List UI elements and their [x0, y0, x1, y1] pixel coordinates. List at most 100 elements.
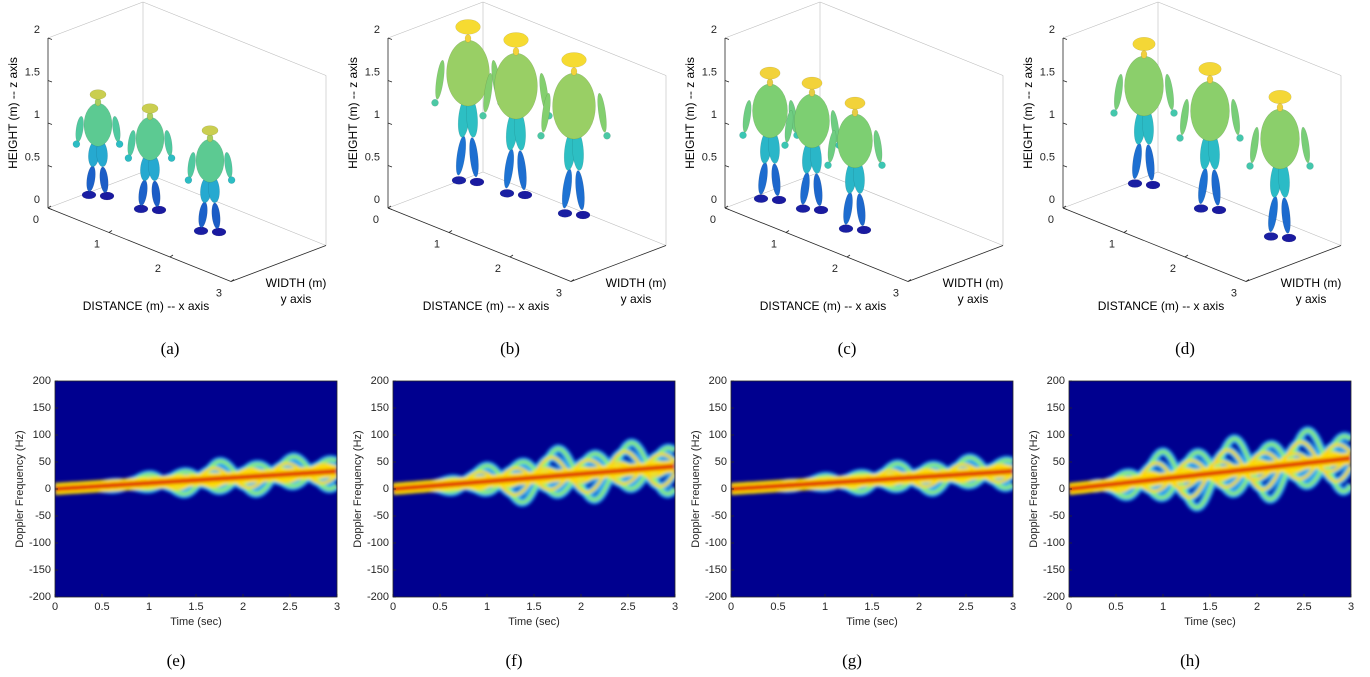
- x-tick-label: 0: [373, 214, 379, 226]
- z-tick-label: 2: [1049, 24, 1055, 36]
- torso: [752, 83, 788, 139]
- x-tick: [724, 205, 729, 209]
- caption: (e): [167, 651, 186, 670]
- z-tick: [387, 122, 393, 125]
- lower-leg: [86, 165, 96, 192]
- foot: [753, 194, 769, 203]
- x-tick-label: 3: [1231, 287, 1237, 299]
- box-edge: [570, 245, 667, 282]
- arm: [597, 92, 607, 133]
- head: [201, 125, 219, 136]
- lower-leg: [1211, 169, 1221, 206]
- foot: [1145, 180, 1161, 190]
- lower-leg: [575, 170, 585, 211]
- y-tick-label: -150: [705, 564, 727, 576]
- band-core: [1069, 455, 1351, 492]
- lower-leg: [758, 162, 768, 195]
- arm: [1249, 126, 1260, 164]
- foot: [81, 190, 97, 200]
- y-tick-label: -50: [373, 510, 389, 522]
- foot: [813, 205, 829, 215]
- foot: [1211, 205, 1227, 215]
- x-axis-label: Time (sec): [1184, 616, 1236, 628]
- z-tick-label: 1: [1049, 109, 1055, 121]
- y-axis-label: Doppler Frequency (Hz): [352, 430, 364, 547]
- y-axis-label: y axis: [621, 292, 652, 306]
- x-tick-label: 0: [710, 214, 716, 226]
- box-edge: [1062, 1, 1159, 39]
- x-tick-label: 0.5: [432, 601, 447, 613]
- lower-leg: [843, 192, 853, 225]
- foot: [151, 205, 167, 215]
- x-tick: [1062, 205, 1067, 209]
- box-edge: [1062, 171, 1159, 209]
- y-axis-label: WIDTH (m): [606, 276, 667, 290]
- arm: [483, 72, 493, 113]
- x-tick-label: 1: [822, 601, 828, 613]
- neck: [570, 67, 578, 76]
- z-tick: [387, 165, 393, 168]
- torso: [83, 102, 113, 147]
- y-tick-label: -50: [1049, 510, 1065, 522]
- z-tick-label: 0: [34, 194, 40, 206]
- foot: [469, 177, 485, 187]
- box-edge: [47, 207, 232, 282]
- torso: [1260, 108, 1300, 170]
- x-tick-label: 0.5: [770, 601, 785, 613]
- hand: [479, 112, 487, 120]
- y-tick-label: -100: [29, 537, 51, 549]
- z-axis-label: HEIGHT (m) -- z axis: [1021, 57, 1035, 169]
- x-tick-label: 1: [771, 238, 777, 250]
- z-tick-label: 0.5: [702, 151, 717, 163]
- y-axis-label: Doppler Frequency (Hz): [1028, 430, 1040, 547]
- foot: [211, 227, 227, 237]
- hand: [878, 161, 886, 169]
- hand: [1176, 134, 1184, 142]
- y-tick-label: 100: [33, 429, 51, 441]
- band-core: [393, 463, 675, 492]
- neck: [851, 108, 859, 117]
- x-tick-label: 3: [1010, 601, 1016, 613]
- foot: [1127, 179, 1143, 188]
- y-tick-label: -50: [35, 510, 51, 522]
- x-tick-label: 2: [155, 263, 161, 275]
- x-tick: [230, 279, 235, 282]
- foot: [451, 176, 467, 185]
- neck: [1276, 103, 1284, 112]
- z-tick-label: 1.5: [702, 66, 717, 78]
- x-tick-label: 2.5: [1296, 601, 1311, 613]
- x-tick-label: 1: [94, 238, 100, 250]
- band-core: [55, 468, 337, 492]
- head: [141, 103, 159, 114]
- lower-leg: [503, 148, 515, 189]
- foot: [838, 224, 854, 233]
- x-tick-label: 2.5: [958, 601, 973, 613]
- lower-leg: [211, 202, 221, 229]
- y-tick-label: -150: [1043, 564, 1065, 576]
- x-tick-label: 0: [1066, 601, 1072, 613]
- z-tick: [387, 80, 393, 83]
- neck: [808, 88, 816, 97]
- foot: [193, 226, 209, 236]
- z-axis-label: HEIGHT (m) -- z axis: [346, 57, 360, 169]
- foot: [557, 209, 573, 218]
- foot: [499, 189, 515, 198]
- arm: [1113, 73, 1124, 111]
- arm: [112, 115, 121, 143]
- arm: [164, 129, 173, 157]
- x-tick-label: 1: [484, 601, 490, 613]
- lower-leg: [1281, 197, 1291, 234]
- foot: [1281, 233, 1297, 243]
- lower-leg: [198, 201, 208, 228]
- y-axis-label: WIDTH (m): [943, 276, 1004, 290]
- z-tick-label: 0.5: [25, 151, 40, 163]
- z-tick: [1062, 122, 1068, 125]
- x-tick: [907, 279, 912, 282]
- x-tick-label: 1: [146, 601, 152, 613]
- box-edge: [47, 1, 144, 39]
- lower-leg: [151, 180, 161, 207]
- arm: [541, 92, 551, 133]
- lower-leg: [455, 135, 467, 176]
